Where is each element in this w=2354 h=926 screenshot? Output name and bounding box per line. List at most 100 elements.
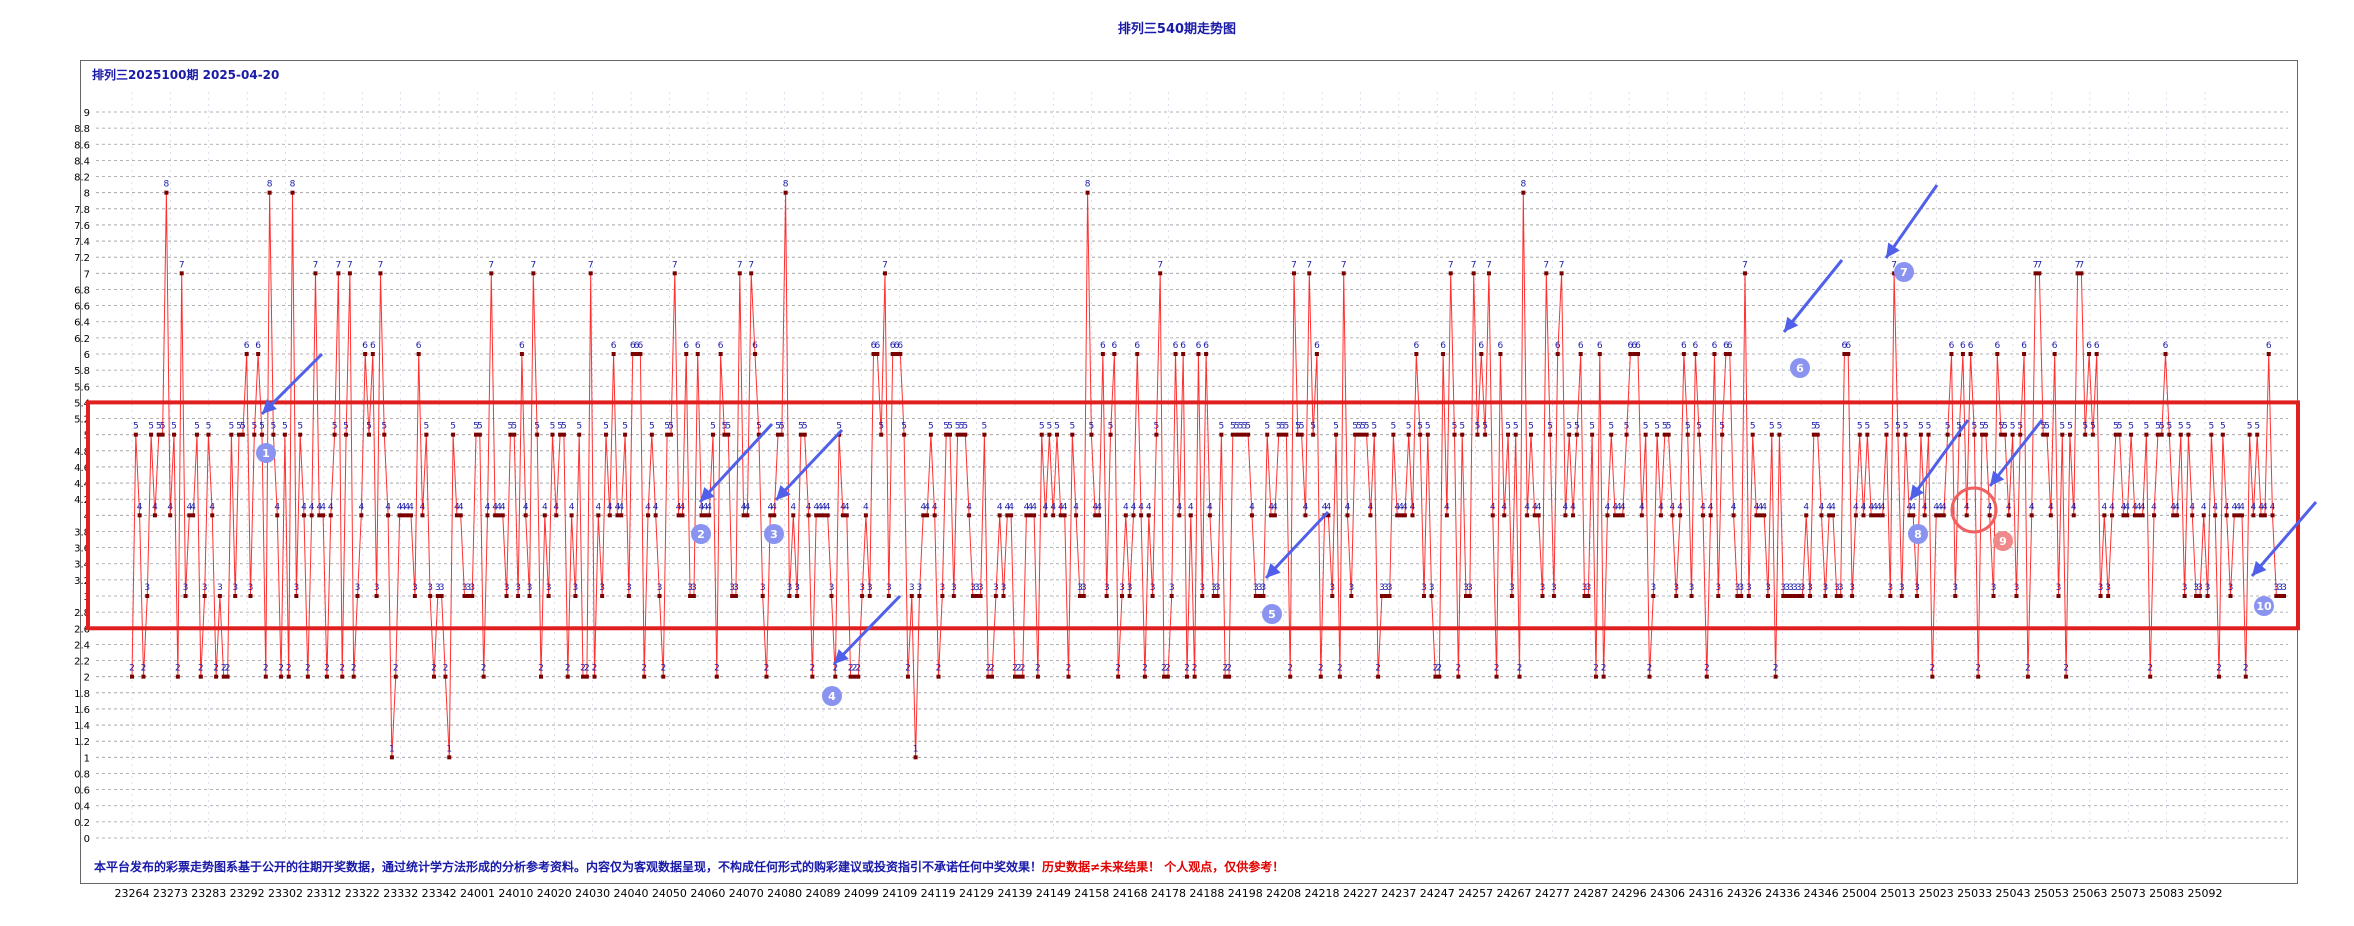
data-point bbox=[1467, 594, 1472, 598]
data-point-label: 2 bbox=[1375, 664, 1381, 674]
data-point bbox=[1655, 432, 1660, 437]
data-point-label: 2 bbox=[443, 664, 449, 674]
data-point bbox=[462, 594, 467, 598]
data-point bbox=[668, 432, 673, 437]
data-point bbox=[1334, 432, 1339, 437]
data-point bbox=[1353, 432, 1358, 437]
data-point bbox=[554, 513, 559, 518]
data-point-label: 6 bbox=[695, 341, 701, 351]
data-point-label: 5 bbox=[282, 422, 288, 432]
data-point bbox=[233, 594, 238, 598]
data-point bbox=[1387, 594, 1392, 598]
data-point bbox=[1292, 271, 1297, 276]
data-point-label: 5 bbox=[1918, 422, 1924, 432]
y-tick-label: 5.6 bbox=[74, 382, 90, 393]
data-point bbox=[1303, 513, 1308, 518]
annotation-badge-label: 7 bbox=[1900, 266, 1908, 279]
data-point bbox=[898, 352, 903, 356]
data-point bbox=[944, 432, 949, 437]
data-point bbox=[856, 674, 861, 679]
data-point bbox=[737, 271, 742, 276]
y-tick-label: 0.2 bbox=[74, 818, 90, 829]
y-tick-label: 3.2 bbox=[74, 576, 90, 587]
data-point bbox=[1964, 513, 1969, 518]
x-tick-label: 24237 bbox=[1381, 887, 1416, 900]
data-point bbox=[1093, 513, 1098, 518]
x-tick-label: 24001 bbox=[460, 887, 495, 900]
data-point bbox=[1823, 594, 1828, 598]
data-point-label: 6 bbox=[362, 341, 368, 351]
data-point bbox=[779, 432, 784, 437]
data-point bbox=[1326, 513, 1331, 518]
data-point bbox=[2129, 432, 2134, 437]
data-point-label: 4 bbox=[1410, 502, 1416, 512]
data-point-label: 5 bbox=[2082, 422, 2088, 432]
data-point bbox=[271, 432, 276, 437]
data-point bbox=[1880, 513, 1885, 518]
data-point-label: 7 bbox=[588, 260, 594, 270]
data-point bbox=[2132, 513, 2137, 518]
data-point-label: 5 bbox=[1264, 422, 1270, 432]
annotation-badge-label: 2 bbox=[697, 528, 705, 541]
data-point bbox=[569, 513, 574, 518]
x-tick-label: 25092 bbox=[2188, 887, 2223, 900]
data-point-label: 5 bbox=[1662, 422, 1668, 432]
data-point-label: 4 bbox=[1757, 502, 1763, 512]
data-point bbox=[1318, 674, 1323, 679]
data-point bbox=[600, 594, 605, 598]
data-point-label: 4 bbox=[2239, 502, 2245, 512]
data-point bbox=[2262, 513, 2267, 518]
data-point-label: 5 bbox=[1406, 422, 1412, 432]
chart-subtitle: 排列三2025100期 2025-04-20 bbox=[92, 68, 280, 82]
data-point bbox=[2194, 594, 2199, 598]
data-point-label: 3 bbox=[1261, 583, 1267, 593]
y-tick-label: 7.8 bbox=[74, 205, 90, 216]
data-point-label: 5 bbox=[1245, 422, 1251, 432]
data-point bbox=[1517, 674, 1522, 679]
data-point-label: 6 bbox=[255, 341, 261, 351]
data-point-label: 4 bbox=[1754, 502, 1760, 512]
y-tick-label: 1.6 bbox=[74, 705, 90, 716]
x-tick-label: 24296 bbox=[1612, 887, 1647, 900]
data-point bbox=[2243, 674, 2248, 679]
data-point bbox=[1930, 674, 1935, 679]
data-point bbox=[263, 674, 268, 679]
data-point bbox=[332, 432, 337, 437]
data-point bbox=[225, 674, 230, 679]
data-point-label: 5 bbox=[2247, 422, 2253, 432]
data-point bbox=[1601, 674, 1606, 679]
data-point bbox=[665, 432, 670, 437]
data-point bbox=[2060, 432, 2065, 437]
data-point bbox=[1139, 513, 1144, 518]
data-point bbox=[1861, 513, 1866, 518]
data-point-label: 6 bbox=[2163, 341, 2169, 351]
data-point bbox=[1765, 594, 1770, 598]
data-point bbox=[1150, 594, 1155, 598]
data-point bbox=[1490, 513, 1495, 518]
data-point bbox=[133, 432, 138, 437]
data-point-label: 4 bbox=[2189, 502, 2195, 512]
data-point bbox=[2155, 432, 2160, 437]
data-point-label: 5 bbox=[576, 422, 582, 432]
data-point-label: 3 bbox=[1329, 583, 1335, 593]
data-point-label: 3 bbox=[1211, 583, 1217, 593]
data-point bbox=[795, 594, 800, 598]
data-point-label: 5 bbox=[381, 422, 387, 432]
data-point-label: 5 bbox=[1654, 422, 1660, 432]
data-point bbox=[550, 432, 555, 437]
data-point-label: 3 bbox=[626, 583, 632, 593]
data-point-label: 5 bbox=[1283, 422, 1289, 432]
data-point-label: 4 bbox=[1868, 502, 1874, 512]
data-point bbox=[928, 432, 933, 437]
data-point-label: 5 bbox=[1608, 422, 1614, 432]
data-point bbox=[1571, 513, 1576, 518]
annotation-badge bbox=[1908, 524, 1928, 544]
data-point bbox=[2029, 513, 2034, 518]
data-point-label: 4 bbox=[2224, 502, 2230, 512]
data-point-label: 6 bbox=[1578, 341, 1584, 351]
data-point-label: 5 bbox=[561, 422, 567, 432]
data-point bbox=[2079, 271, 2084, 276]
data-point-label: 4 bbox=[1670, 502, 1676, 512]
data-point-label: 5 bbox=[133, 422, 139, 432]
x-tick-label: 24267 bbox=[1497, 887, 1532, 900]
